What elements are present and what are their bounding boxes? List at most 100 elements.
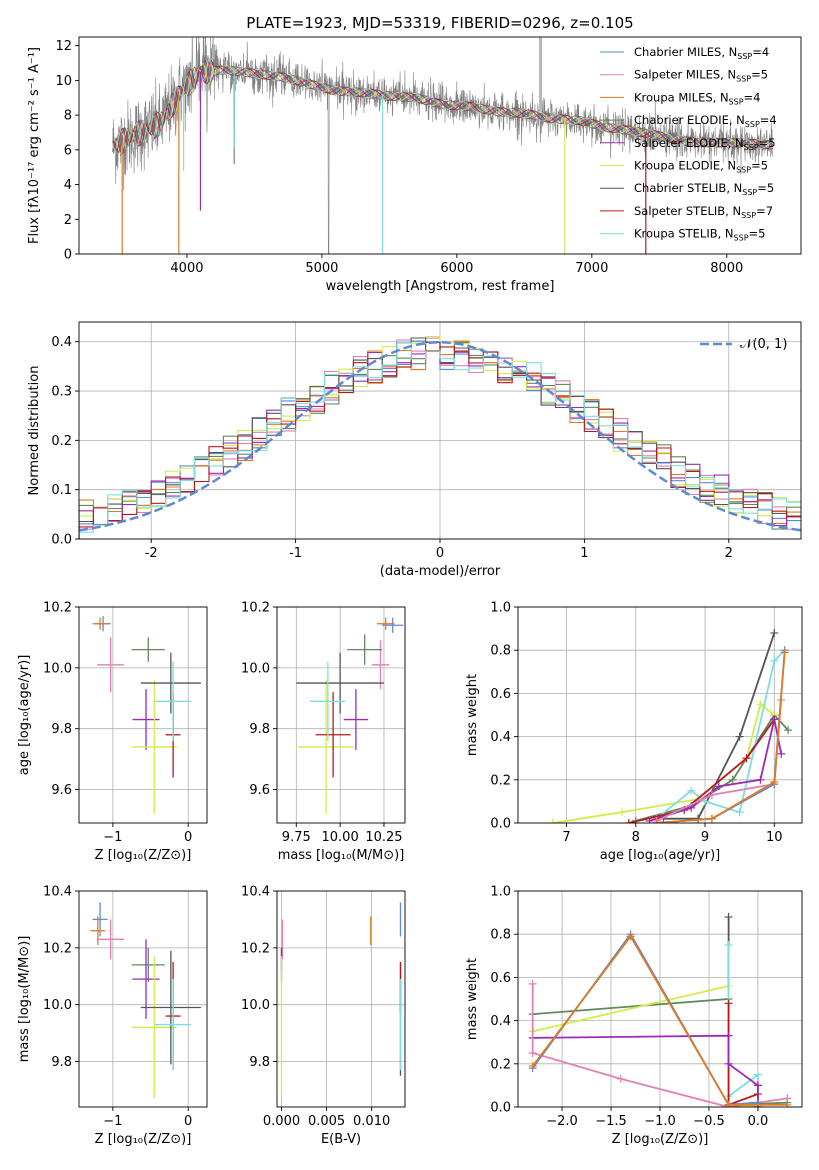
chart-spectrum: 4000 5000 6000 7000 8000 0 2 4 6 8 10 12 wavelength … — [27, 36, 802, 294]
y-tick-label: 10.0 — [241, 661, 270, 676]
errorbar-point-8 — [310, 661, 346, 741]
y-tick-label: 10.2 — [43, 601, 72, 616]
x-tick-label: 0.010 — [353, 1114, 390, 1129]
axes-frame — [276, 890, 406, 1108]
chart-mass-vs-ebv: 0.000 0.005 0.010 9.8 10.0 10.2 10.4 E(B-V) — [241, 885, 406, 1147]
chart-title: PLATE=1923, MJD=53319, FIBERID=0296, z=0… — [246, 14, 633, 32]
weight-series-1 — [663, 632, 776, 820]
y-tick-label: 9.8 — [51, 1055, 72, 1070]
weight-series-7 — [531, 932, 758, 1106]
x-tick-label: 0.005 — [308, 1114, 345, 1129]
y-tick-label: 12 — [55, 39, 72, 54]
errorbar-point-7 — [315, 692, 351, 778]
y-tick-label: 10.4 — [241, 885, 270, 900]
y-axis-label: mass weight — [465, 674, 480, 756]
data-marker — [756, 775, 765, 784]
chart-mass-vs-Z: −1 0 9.8 10.0 10.2 10.4 Z [log₁₀(Z/Z⊙)] mass [l… — [17, 885, 208, 1147]
y-tick-label: 0.8 — [490, 928, 511, 943]
plot-area — [79, 335, 801, 539]
x-tick-label: 4000 — [170, 261, 203, 276]
y-tick-label: 10.2 — [241, 601, 270, 616]
chart-residuals: -2 -1 0 1 2 0.0 0.1 0.2 0.3 0.4 (data-model)/error… — [27, 321, 802, 579]
x-tick-label: 2 — [725, 546, 733, 561]
y-axis-label: mass [log₁₀(M/M⊙)] — [17, 936, 32, 1063]
chart-age-vs-Z: −1 0 9.6 9.8 10.0 10.2 Z [log₁₀(Z/Z⊙)] age [log… — [17, 601, 208, 863]
y-tick-label: 9.6 — [51, 783, 72, 798]
x-tick-label: 8000 — [710, 261, 743, 276]
y-tick-label: 9.8 — [249, 722, 270, 737]
y-tick-label: 0.2 — [51, 434, 72, 449]
series-model-7 — [112, 59, 773, 152]
y-tick-label: 0.2 — [490, 773, 511, 788]
data-marker — [652, 819, 661, 823]
y-axis-label: age [log₁₀(age/yr)] — [17, 655, 32, 776]
axes-frame — [517, 606, 803, 824]
x-tick-label: 9.75 — [282, 830, 311, 845]
data-marker — [770, 715, 779, 724]
errorbar-point-6 — [140, 652, 201, 714]
y-tick-label: 0.6 — [490, 971, 511, 986]
data-marker — [735, 808, 744, 817]
data-marker — [770, 777, 779, 786]
y-tick-label: 10 — [55, 74, 72, 89]
data-marker — [770, 657, 779, 665]
y-tick-label: 0.0 — [490, 1101, 511, 1116]
x-axis-label: wavelength [Angstrom, rest frame] — [326, 279, 555, 294]
x-tick-label: 0 — [184, 1114, 192, 1129]
x-tick-label: 0.0 — [748, 1114, 769, 1129]
plot-area — [92, 616, 201, 814]
y-tick-label: 0.4 — [490, 1014, 511, 1029]
axes-frame — [78, 36, 802, 255]
legend-entry: Salpeter ELODIE, NSSP=5 — [634, 136, 776, 152]
y-tick-label: 1.0 — [490, 601, 511, 616]
y-tick-label: 9.6 — [249, 783, 270, 798]
errorbar-point-3 — [131, 947, 165, 982]
legend-entry: 𝒩(0, 1) — [740, 337, 787, 352]
data-marker — [624, 819, 633, 823]
y-tick-label: 0.4 — [490, 730, 511, 745]
x-tick-label: −1 — [103, 1114, 122, 1129]
data-marker — [735, 732, 744, 741]
axes-frame — [78, 890, 208, 1108]
x-tick-label: 10 — [766, 830, 783, 845]
data-marker — [753, 1081, 762, 1090]
legend-entry: Kroupa MILES, NSSP=4 — [634, 90, 760, 106]
x-tick-label: −2.0 — [546, 1114, 578, 1129]
y-tick-label: 0.0 — [51, 533, 72, 548]
legend: Chabrier MILES, NSSP=4 Salpeter MILES, NS… — [600, 45, 777, 243]
x-tick-label: -2 — [145, 546, 158, 561]
series-model-8 — [112, 57, 773, 151]
weight-series-4 — [727, 1003, 759, 1107]
data-marker — [626, 932, 635, 941]
y-tick-label: 4 — [64, 178, 72, 193]
y-tick-label: 10.0 — [43, 661, 72, 676]
x-axis-label: Z [log₁₀(Z/Z⊙)] — [95, 1132, 192, 1147]
x-tick-label: −1.5 — [595, 1114, 627, 1129]
chart-massweight-vs-age: 7 8 9 10 0.0 0.2 0.4 0.6 0.8 1.0 age [log₁₀(age/yr… — [465, 601, 803, 863]
y-tick-label: 6 — [64, 143, 72, 158]
weight-series-3 — [655, 649, 786, 820]
weight-series-4 — [628, 718, 776, 823]
errorbar-point-2 — [92, 617, 108, 630]
data-marker — [724, 1100, 733, 1107]
legend-entry: Kroupa ELODIE, NSSP=5 — [634, 159, 768, 175]
y-tick-label: 0.6 — [490, 687, 511, 702]
errorbar-point-8 — [155, 979, 192, 1071]
plot-area — [548, 628, 793, 823]
y-tick-label: 9.8 — [51, 722, 72, 737]
plot-area — [528, 912, 792, 1107]
y-tick-label: 0 — [64, 248, 72, 263]
y-axis-label: Flux [fλ10⁻¹⁷ erg cm⁻² s⁻¹ A⁻¹] — [27, 47, 42, 244]
y-tick-label: 10.2 — [43, 941, 72, 956]
x-tick-label: -1 — [289, 546, 302, 561]
axes-frame — [78, 606, 208, 824]
plot-area — [296, 617, 404, 814]
weight-series-5 — [649, 719, 783, 822]
data-marker — [753, 1070, 762, 1079]
data-marker — [724, 941, 733, 949]
axes-frame — [276, 606, 406, 824]
data-marker — [707, 814, 716, 823]
y-axis-label: mass weight — [465, 958, 480, 1040]
legend-entry: Kroupa STELIB, NSSP=5 — [634, 227, 765, 243]
